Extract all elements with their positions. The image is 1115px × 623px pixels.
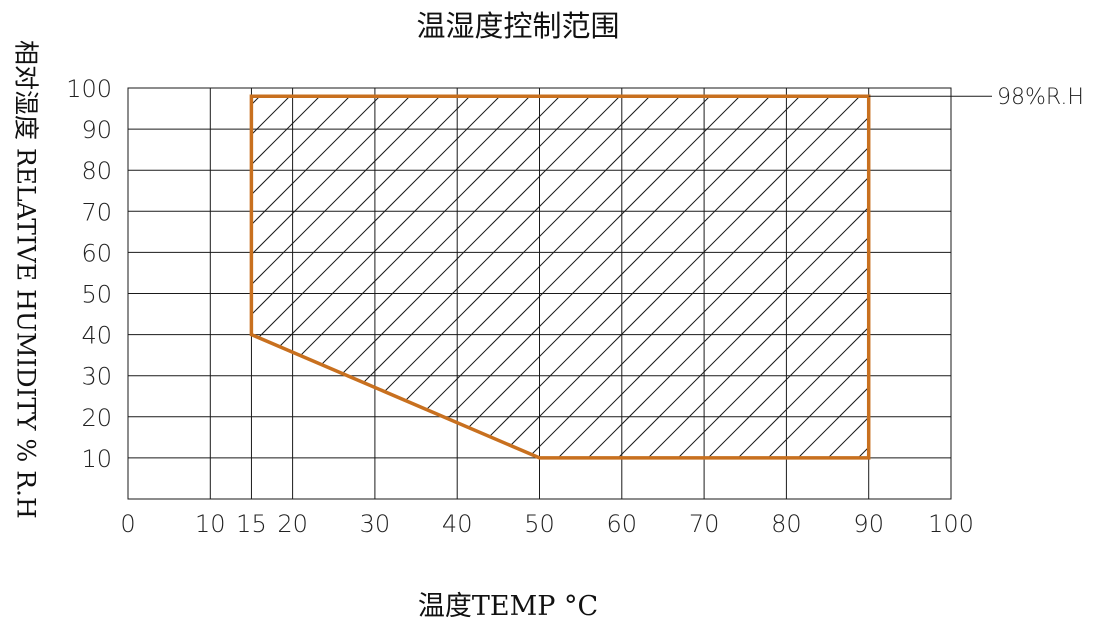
hatch-line <box>516 96 869 458</box>
x-tick-label: 70 <box>689 510 720 538</box>
hatch-line <box>726 96 869 458</box>
y-tick-labels: 10 20 30 40 50 60 70 80 90 100 <box>66 75 112 473</box>
hatch-line <box>756 96 869 458</box>
x-axis-label: 温度TEMP °C <box>418 591 598 622</box>
annotation-label: 98%R.H <box>997 85 1084 110</box>
x-tick-label: 20 <box>277 510 308 538</box>
y-tick-label: 70 <box>81 198 112 226</box>
hatch-line <box>967 88 1115 499</box>
hatch-line <box>937 88 1115 499</box>
x-tick-label: 100 <box>928 510 974 538</box>
y-tick-label: 60 <box>81 239 112 267</box>
hatch-line <box>786 96 869 458</box>
x-tick-label: 15 <box>236 510 267 538</box>
hatch-line <box>251 96 419 458</box>
y-tick-label: 50 <box>81 281 112 309</box>
x-tick-label: 50 <box>524 510 555 538</box>
hatch-line <box>426 96 839 458</box>
y-tick-label: 40 <box>81 322 112 350</box>
chart-title: 温湿度控制范围 <box>416 9 619 43</box>
y-tick-label: 20 <box>81 404 112 432</box>
hatch-line <box>636 96 869 458</box>
hatch-line <box>546 96 869 458</box>
hatch-line <box>251 96 509 458</box>
hatch-line <box>251 96 479 458</box>
hatch-line <box>251 96 359 458</box>
hatch-line <box>696 96 869 458</box>
hatch-line <box>666 96 869 458</box>
y-tick-label: 80 <box>81 157 112 185</box>
hatch-line <box>456 96 869 458</box>
y-tick-label: 90 <box>81 116 112 144</box>
hatch-line <box>606 96 869 458</box>
x-tick-labels: 0 10 15 20 30 40 50 60 70 80 90 100 <box>120 510 974 538</box>
hatch-line <box>251 96 449 458</box>
x-tick-label: 30 <box>360 510 391 538</box>
y-tick-label: 100 <box>66 75 112 103</box>
hatch-line <box>486 96 869 458</box>
y-tick-label: 30 <box>81 363 112 391</box>
x-tick-label: 40 <box>442 510 473 538</box>
hatch-line <box>251 96 569 458</box>
x-tick-label: 60 <box>607 510 638 538</box>
y-tick-label: 10 <box>81 445 112 473</box>
hatch-line <box>251 96 329 458</box>
x-tick-label: 10 <box>195 510 226 538</box>
x-tick-label: 0 <box>120 510 135 538</box>
operating-region-boundary <box>249 94 871 460</box>
x-tick-label: 90 <box>853 510 884 538</box>
region-outline <box>249 94 871 460</box>
hatch-line <box>251 96 389 458</box>
y-axis-label: 相对湿度 RELATIVE HUMIDITY % R.H <box>12 40 41 519</box>
hatch-line <box>576 96 869 458</box>
hatch-line <box>251 96 539 458</box>
x-tick-label: 80 <box>771 510 802 538</box>
annotations: 98%R.H <box>868 85 1084 110</box>
